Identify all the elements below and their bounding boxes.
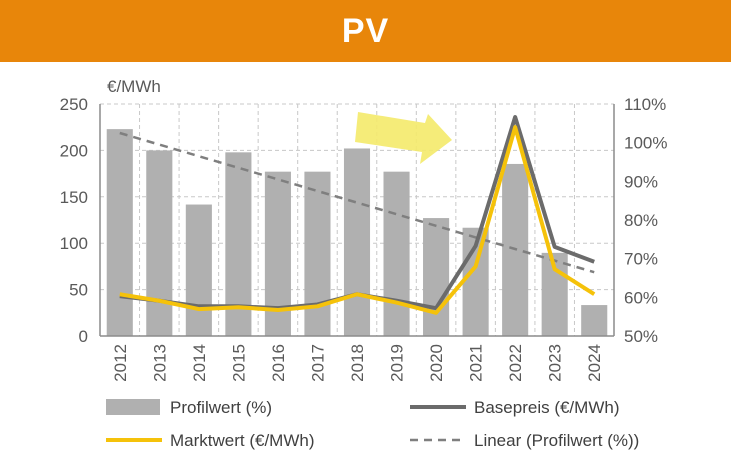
y-left-tick-labels: 0 50 100 150 200 250 [60, 95, 88, 346]
chart-title: PV [341, 11, 390, 50]
trend-series [119, 131, 595, 274]
x-tick-label: 2017 [308, 344, 327, 382]
legend-label: Basepreis (€/MWh) [474, 398, 619, 417]
bar-profilwert [106, 129, 133, 336]
y-right-tick-label: 100% [624, 134, 667, 153]
y-right-tick-label: 70% [624, 250, 658, 269]
y-left-tick-label: 0 [79, 327, 88, 346]
legend-profilwert: Profilwert (%) [106, 398, 272, 417]
legend-swatch [106, 399, 160, 415]
x-tick-label: 2014 [190, 344, 209, 382]
y-right-tick-label: 110% [624, 95, 666, 114]
x-tick-label: 2020 [427, 344, 446, 382]
legend-label: Linear (Profilwert (%)) [474, 431, 639, 450]
x-tick-label: 2022 [506, 344, 525, 382]
bar-profilwert [146, 150, 173, 336]
y-right-tick-label: 50% [624, 327, 658, 346]
x-tick-label: 2015 [229, 344, 248, 382]
gridlines [100, 103, 614, 336]
x-tick-label: 2018 [348, 344, 367, 382]
legend-label: Profilwert (%) [170, 398, 272, 417]
legend-basepreis: Basepreis (€/MWh) [410, 398, 619, 417]
x-tick-label: 2019 [388, 344, 407, 382]
x-tick-label: 2021 [467, 344, 486, 382]
y-right-tick-labels: 50% 60% 70% 80% 90% 100% 110% [624, 95, 667, 346]
decorative-arrow [355, 112, 452, 164]
bar-profilwert [423, 218, 450, 336]
legend-marktwert: Marktwert (€/MWh) [106, 431, 315, 450]
legend-label: Marktwert (€/MWh) [170, 431, 315, 450]
line-series [119, 114, 596, 315]
axes [99, 104, 615, 337]
x-tick-label: 2024 [585, 344, 604, 382]
line-linear-profilwert [119, 131, 595, 274]
y-right-tick-label: 80% [624, 211, 658, 230]
y-right-tick-label: 90% [624, 172, 658, 191]
y-left-unit: €/MWh [107, 77, 161, 96]
x-tick-labels: 2012 2013 2014 2015 2016 2017 2018 2019 2020 2021… [111, 344, 604, 382]
bar-profilwert [185, 204, 212, 336]
y-left-tick-label: 150 [60, 188, 88, 207]
trend-arrow-icon [355, 112, 452, 164]
x-tick-label: 2016 [269, 344, 288, 382]
y-left-tick-label: 250 [60, 95, 88, 114]
y-left-tick-label: 50 [69, 281, 88, 300]
bar-profilwert [383, 171, 410, 336]
y-left-tick-label: 200 [60, 141, 88, 160]
bar-profilwert [304, 171, 331, 336]
bar-profilwert [343, 148, 371, 336]
chart-header: PV [0, 0, 731, 62]
x-tick-label: 2013 [150, 344, 169, 382]
bar-profilwert [581, 305, 608, 336]
x-tick-label: 2012 [111, 344, 130, 382]
line-marktwert [119, 125, 596, 315]
legend-linear: Linear (Profilwert (%)) [410, 431, 639, 450]
y-right-tick-label: 60% [624, 288, 658, 307]
x-tick-label: 2023 [546, 344, 565, 382]
legend: Profilwert (%) Basepreis (€/MWh) Marktwert… [106, 398, 639, 450]
y-left-tick-label: 100 [60, 234, 88, 253]
